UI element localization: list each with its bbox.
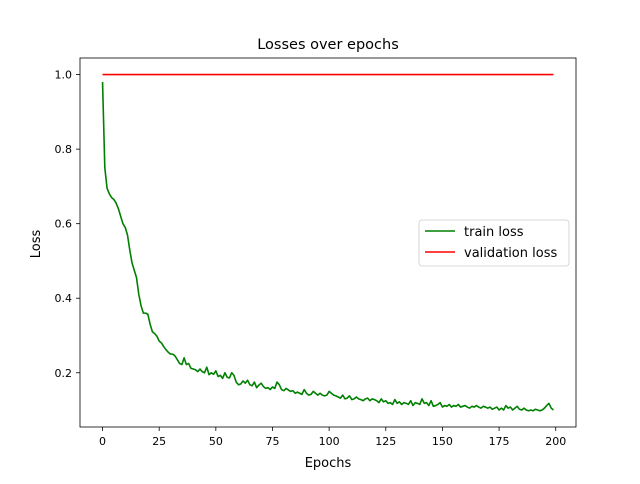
y-tick-label: 1.0	[55, 69, 73, 82]
x-tick-label: 100	[319, 435, 340, 448]
x-tick-label: 75	[265, 435, 279, 448]
y-axis-label: Loss	[29, 230, 44, 259]
plot-frame	[79, 57, 577, 428]
legend: train loss validation loss	[418, 219, 570, 267]
legend-box	[418, 219, 570, 267]
x-tick-label: 125	[375, 435, 396, 448]
y-tick-label: 0.6	[55, 218, 73, 231]
x-tick-label: 25	[152, 435, 166, 448]
x-tick-label: 200	[545, 435, 566, 448]
x-axis-label: Epochs	[305, 456, 352, 471]
series-layer	[101, 73, 554, 412]
y-tick-label: 0.4	[55, 292, 73, 305]
legend-label-0: train loss	[464, 225, 524, 240]
y-axis-ticks: 0.2 0.4 0.6 0.8 1.0	[55, 69, 80, 380]
x-tick-label: 150	[432, 435, 453, 448]
y-tick-label: 0.8	[55, 143, 73, 156]
x-tick-label: 50	[209, 435, 223, 448]
x-axis-ticks: 0 25 50 75 100 125 150 175 200	[99, 427, 566, 448]
y-tick-label: 0.2	[55, 367, 73, 380]
chart-title: Losses over epochs	[257, 37, 399, 53]
series-line-0	[101, 82, 554, 412]
x-tick-label: 175	[489, 435, 510, 448]
legend-label-1: validation loss	[464, 246, 557, 261]
x-tick-label: 0	[99, 435, 106, 448]
